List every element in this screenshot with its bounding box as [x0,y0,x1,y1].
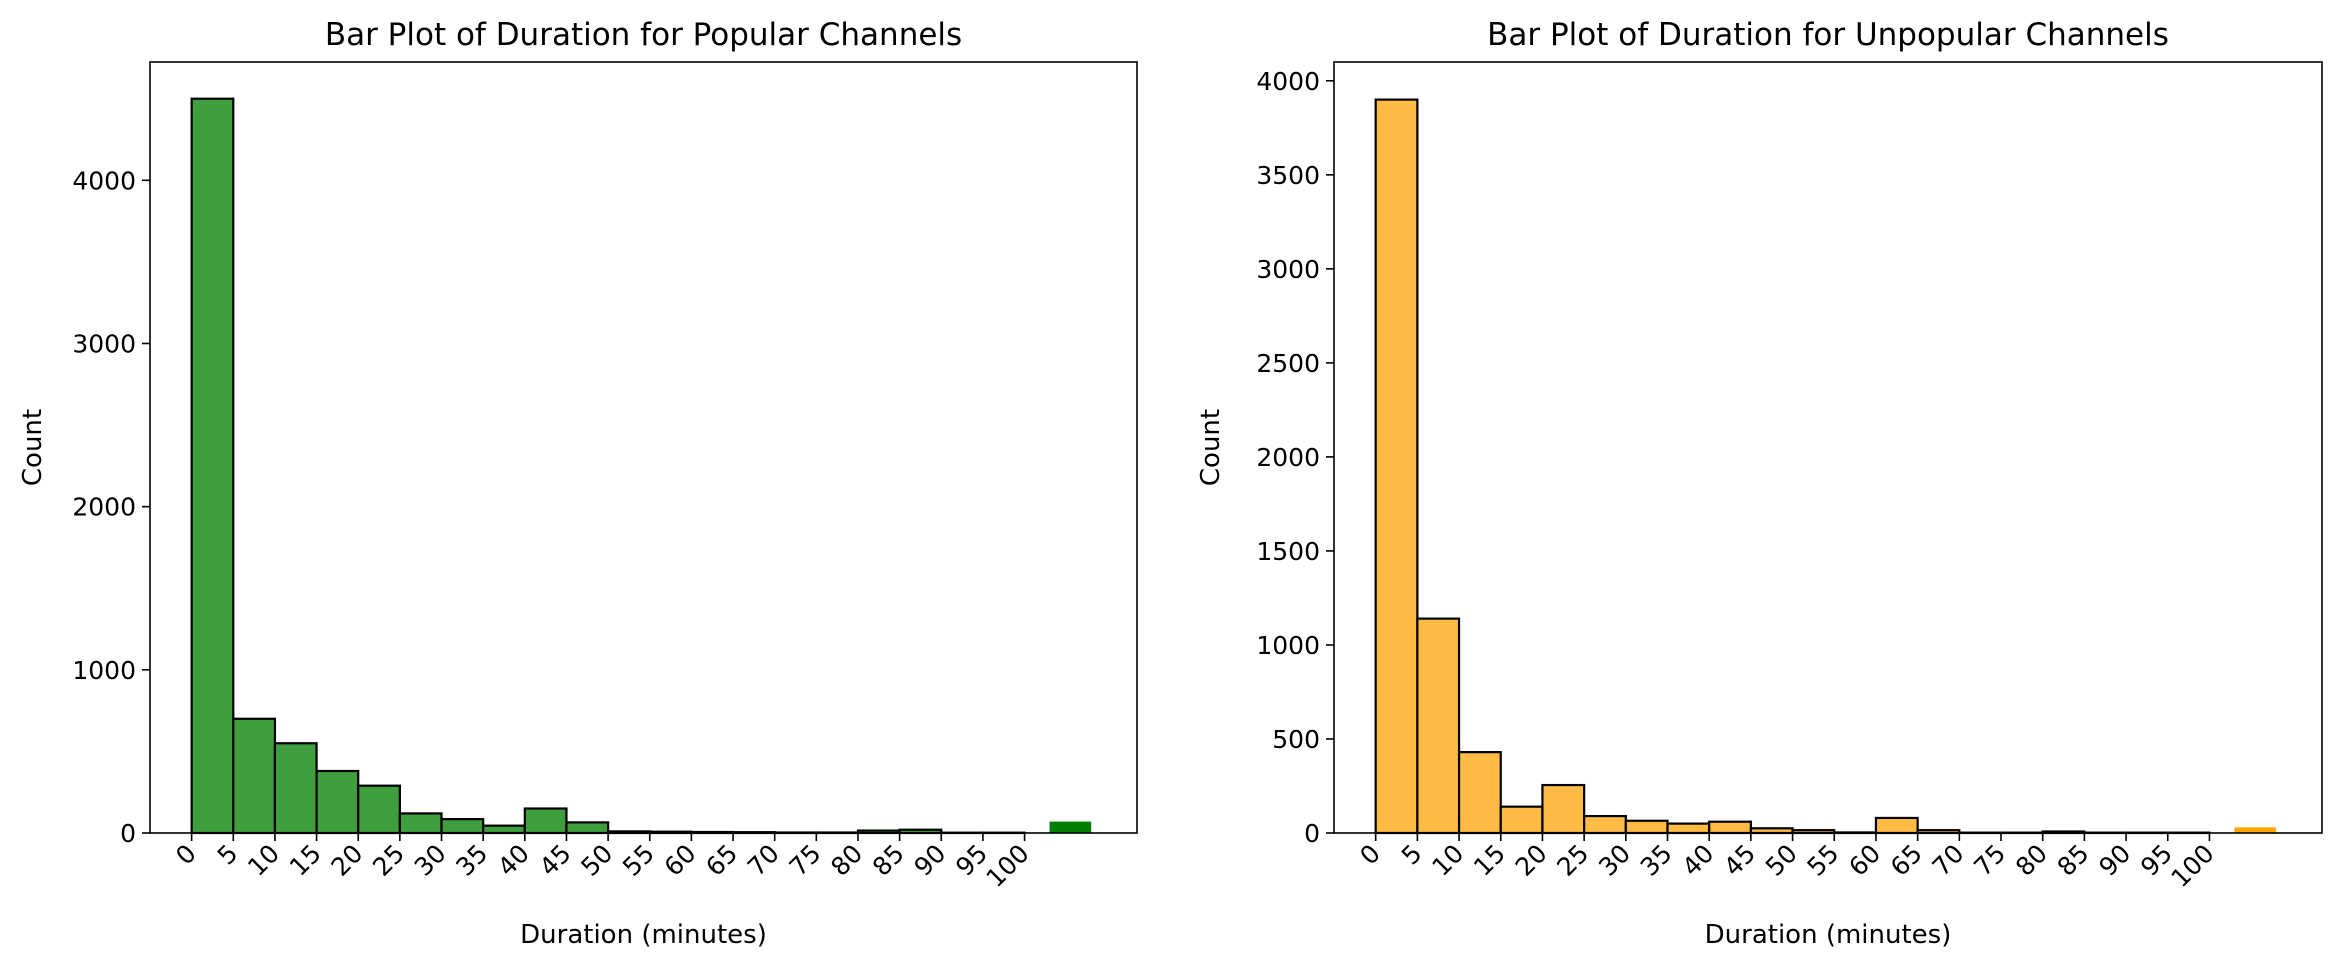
bar-25-30 [1583,814,1627,835]
bar-20-25 [357,784,401,835]
bar-15-20 [315,769,360,835]
chart-title: Bar Plot of Duration for Popular Channel… [325,17,962,53]
popular-channels-chart-svg: Bar Plot of Duration for Popular Channel… [18,17,1138,950]
x-tick-label: 25 [367,839,410,882]
x-tick-label: 20 [1510,839,1553,882]
y-tick-label: 1500 [1256,537,1320,566]
x-tick-label: 55 [617,839,660,882]
x-axis-label: Duration (minutes) [1705,920,1952,950]
unpopular-channels-chart: Bar Plot of Duration for Unpopular Chann… [1170,0,2339,968]
x-tick-label: 40 [1676,839,1719,882]
x-tick-label: 10 [1426,839,1469,882]
x-tick-label: 30 [1593,839,1636,882]
x-tick-label: 100 [981,839,1035,893]
bar-10-15 [273,742,318,835]
x-tick-label: 60 [1843,839,1886,882]
bar-10-15 [1457,751,1502,835]
x-tick-label: 30 [409,839,452,882]
bar-30-35 [440,818,485,835]
bar-0-5 [1374,98,1419,835]
x-tick-label: 0 [170,839,202,871]
y-tick-label: 2500 [1256,349,1320,378]
overflow-bar [2234,827,2277,833]
x-tick-label: 15 [1468,839,1511,882]
x-tick-label: 20 [325,839,368,882]
y-axis-label: Count [1196,409,1226,486]
y-tick-label: 0 [1304,819,1320,848]
x-tick-label: 80 [825,839,868,882]
x-axis-label: Duration (minutes) [520,920,767,950]
y-tick-label: 1000 [1256,631,1320,660]
y-axis: 0 500 1000 1500 2000 2500 3000 3500 4000 [1256,67,1334,848]
x-tick-label: 15 [284,839,327,882]
x-axis: 0 510152025303540455055606570758085909510… [1354,833,2220,893]
popular-channels-chart: Bar Plot of Duration for Popular Channel… [18,17,1138,950]
x-tick-label: 45 [1718,839,1761,882]
y-tick-label: 500 [1272,725,1320,754]
bar-15-20 [1499,805,1544,835]
plot-frame [1333,61,2323,834]
bar-35-40 [1666,822,1711,835]
x-tick-label: 65 [1885,839,1928,882]
x-tick-label: 40 [492,839,535,882]
x-tick-label: 10 [242,839,285,882]
bar-60-65 [1874,816,1919,835]
x-tick-label: 25 [1551,839,1594,882]
x-tick-label: 70 [1927,839,1970,882]
y-tick-label: 2000 [1256,443,1320,472]
bar-45-50 [565,821,610,835]
unpopular-channels-chart-svg: Bar Plot of Duration for Unpopular Chann… [1196,17,2323,950]
bar-0-5 [190,97,235,835]
bars [190,97,1092,835]
x-tick-label: 90 [2093,839,2136,882]
y-tick-label: 3000 [72,329,136,358]
bar-5-10 [232,717,277,835]
x-axis: 0 510152025303540455055606570758085909510… [170,833,1035,893]
x-tick-label: 85 [2052,839,2095,882]
x-tick-label: 75 [1968,839,2011,882]
x-tick-label: 50 [575,839,618,882]
x-tick-label: 55 [1801,839,1844,882]
y-axis-label: Count [18,409,48,486]
bar-40-45 [1708,820,1752,835]
bar-30-35 [1624,819,1669,835]
bar-40-45 [523,807,568,835]
y-tick-label: 0 [120,819,136,848]
y-tick-label: 4000 [72,166,136,195]
x-tick-label: 90 [909,839,952,882]
x-tick-label: 5 [1396,839,1428,871]
x-tick-label: 75 [784,839,827,882]
x-tick-label: 0 [1354,839,1386,871]
bar-20-25 [1541,783,1586,835]
x-tick-label: 35 [450,839,493,882]
x-tick-label: 5 [212,839,244,871]
y-tick-label: 3500 [1256,161,1320,190]
y-tick-label: 3000 [1256,255,1320,284]
bar-35-40 [482,824,526,835]
x-tick-label: 85 [867,839,910,882]
x-tick-label: 65 [700,839,743,882]
y-tick-label: 1000 [72,656,136,685]
chart-title: Bar Plot of Duration for Unpopular Chann… [1487,17,2169,53]
bars [1374,98,2277,835]
plot-frame [149,61,1138,834]
overflow-bar [1049,821,1092,833]
x-tick-label: 80 [2010,839,2053,882]
bar-25-30 [398,812,443,835]
y-tick-label: 2000 [72,493,136,522]
y-axis: 0 1000 2000 3000 4000 [72,166,150,848]
x-tick-label: 60 [659,839,702,882]
x-tick-label: 70 [742,839,785,882]
y-tick-label: 4000 [1256,67,1320,96]
bar-5-10 [1416,617,1461,835]
x-tick-label: 50 [1760,839,1803,882]
x-tick-label: 45 [534,839,577,882]
x-tick-label: 100 [2165,839,2219,893]
x-tick-label: 35 [1635,839,1678,882]
